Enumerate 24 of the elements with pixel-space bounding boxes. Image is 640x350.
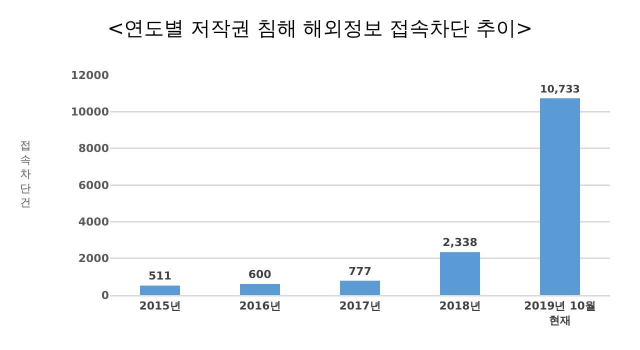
data-label: 511 xyxy=(148,270,172,283)
bar xyxy=(240,284,280,295)
y-tick-label: 10000 xyxy=(70,106,110,119)
y-tick-label: 2000 xyxy=(78,252,110,266)
y-tick-label: 0 xyxy=(101,288,110,302)
y-tick-label: 4000 xyxy=(78,216,110,229)
y-axis-title: 접속차단건 xyxy=(20,139,31,210)
bar xyxy=(140,286,180,295)
bar xyxy=(540,98,580,295)
chart-title: <연도별 저작권 침해 해외정보 접속차단 추이> xyxy=(107,16,533,40)
y-tick-label: 6000 xyxy=(78,178,110,192)
data-label: 10,733 xyxy=(540,83,580,96)
x-tick-label: 2019년 10월 현재 xyxy=(524,300,596,327)
bar xyxy=(340,280,380,295)
x-tick-label: 2018년 xyxy=(439,300,481,313)
x-tick-label: 2015년 xyxy=(139,300,181,313)
x-tick-label: 2016년 xyxy=(239,300,281,313)
y-tick-label: 8000 xyxy=(78,142,110,156)
data-label: 2,338 xyxy=(442,236,478,250)
x-tick-label: 2017년 xyxy=(339,300,381,313)
data-label: 600 xyxy=(248,268,272,281)
bar xyxy=(440,252,480,295)
data-label: 777 xyxy=(348,264,372,278)
y-tick-label: 12000 xyxy=(70,68,110,82)
